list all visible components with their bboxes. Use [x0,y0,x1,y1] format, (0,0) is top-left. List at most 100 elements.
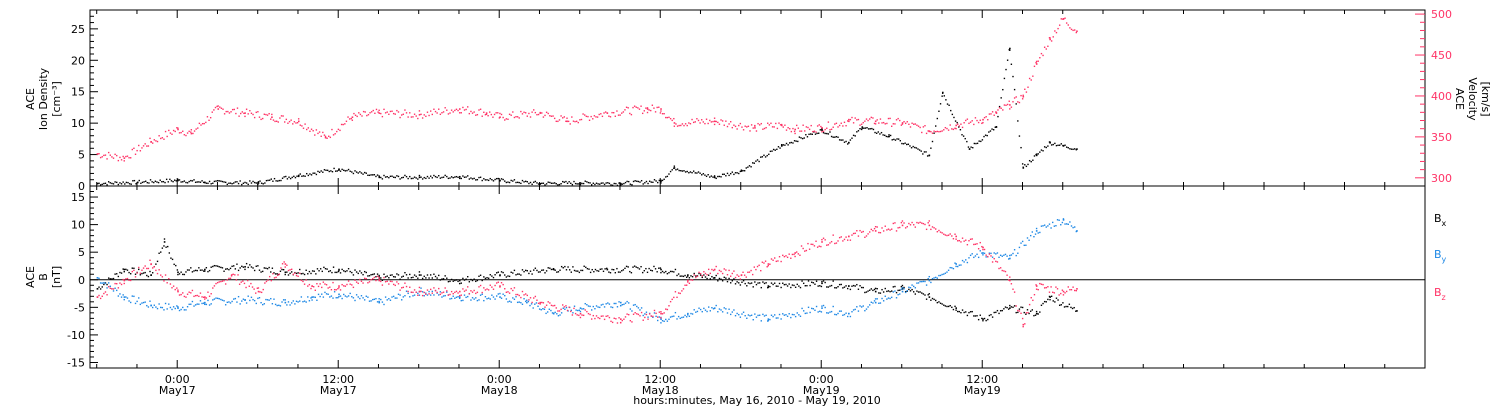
data-point [821,238,823,241]
data-point [738,172,740,175]
data-point [750,269,752,272]
data-point [1028,159,1031,162]
data-point [417,117,419,120]
data-point [906,143,908,146]
data-point [376,273,379,275]
data-point [549,181,551,184]
data-point [650,109,652,112]
data-point [205,121,207,124]
data-point [783,283,786,286]
data-point [775,317,778,319]
data-point [1065,290,1068,293]
data-point [507,291,509,293]
data-point [463,109,466,111]
data-point [721,272,724,275]
data-point [190,129,193,131]
data-point [1035,288,1038,290]
data-point [442,291,445,293]
data-point [685,316,688,318]
data-point [955,309,957,311]
data-point [693,309,695,311]
data-point [896,138,898,140]
data-point [210,266,212,268]
data-point [597,183,599,185]
data-point [617,271,620,273]
data-point [987,318,989,321]
data-point [749,282,751,285]
data-point [814,283,816,285]
data-point [621,303,623,306]
data-point [496,177,498,180]
data-point [767,319,769,322]
data-point [955,124,958,127]
data-point [597,270,600,272]
data-point [213,264,216,267]
data-point [645,180,648,183]
data-point [1028,239,1030,241]
data-point [252,298,254,301]
data-point [320,170,322,172]
data-point [357,172,359,174]
data-point [465,289,467,291]
data-point [943,273,945,275]
data-point [570,182,572,185]
data-point [1048,223,1051,225]
data-point [226,183,228,186]
data-point [471,178,474,180]
data-point [504,294,506,297]
data-point [368,281,371,283]
data-point [684,274,686,277]
data-point [228,301,230,303]
data-point [606,268,609,271]
data-point [688,172,690,174]
data-point [134,276,137,278]
data-point [668,271,670,274]
data-point [769,285,771,288]
data-point [609,272,612,274]
data-point [431,277,433,279]
data-point [629,319,632,322]
data-point [721,120,724,122]
data-point [278,179,281,182]
data-point [717,311,719,313]
data-point [291,176,293,179]
data-point [1069,288,1071,291]
data-point [729,313,732,316]
data-point [677,273,680,275]
data-point [701,275,703,277]
data-point [205,267,208,269]
data-point [1009,257,1011,260]
data-point [673,271,675,273]
data-point [661,112,664,115]
data-point [505,118,508,120]
data-point [867,233,869,235]
data-point [840,139,842,141]
bottom-y-tick-label: -5 [74,301,85,314]
data-point [870,301,873,303]
data-point [780,144,783,146]
data-point [757,314,759,317]
data-point [452,292,454,295]
data-point [134,153,137,155]
data-point [631,321,633,323]
data-point [852,122,855,124]
data-point [1022,325,1024,328]
data-point [324,283,326,285]
data-point [718,308,721,310]
data-point [173,263,175,266]
data-point [230,274,233,276]
data-point [1013,305,1016,307]
data-point [319,268,322,270]
data-point [332,266,335,268]
data-point [595,305,598,307]
data-point [413,274,416,276]
data-point [758,124,761,126]
bottom-panel-frame [89,185,1426,369]
data-point [1052,291,1054,293]
data-point [603,306,606,308]
data-point [621,319,623,322]
data-point [899,226,901,229]
data-point [153,266,155,268]
data-point [1017,309,1019,312]
data-point [365,172,367,174]
